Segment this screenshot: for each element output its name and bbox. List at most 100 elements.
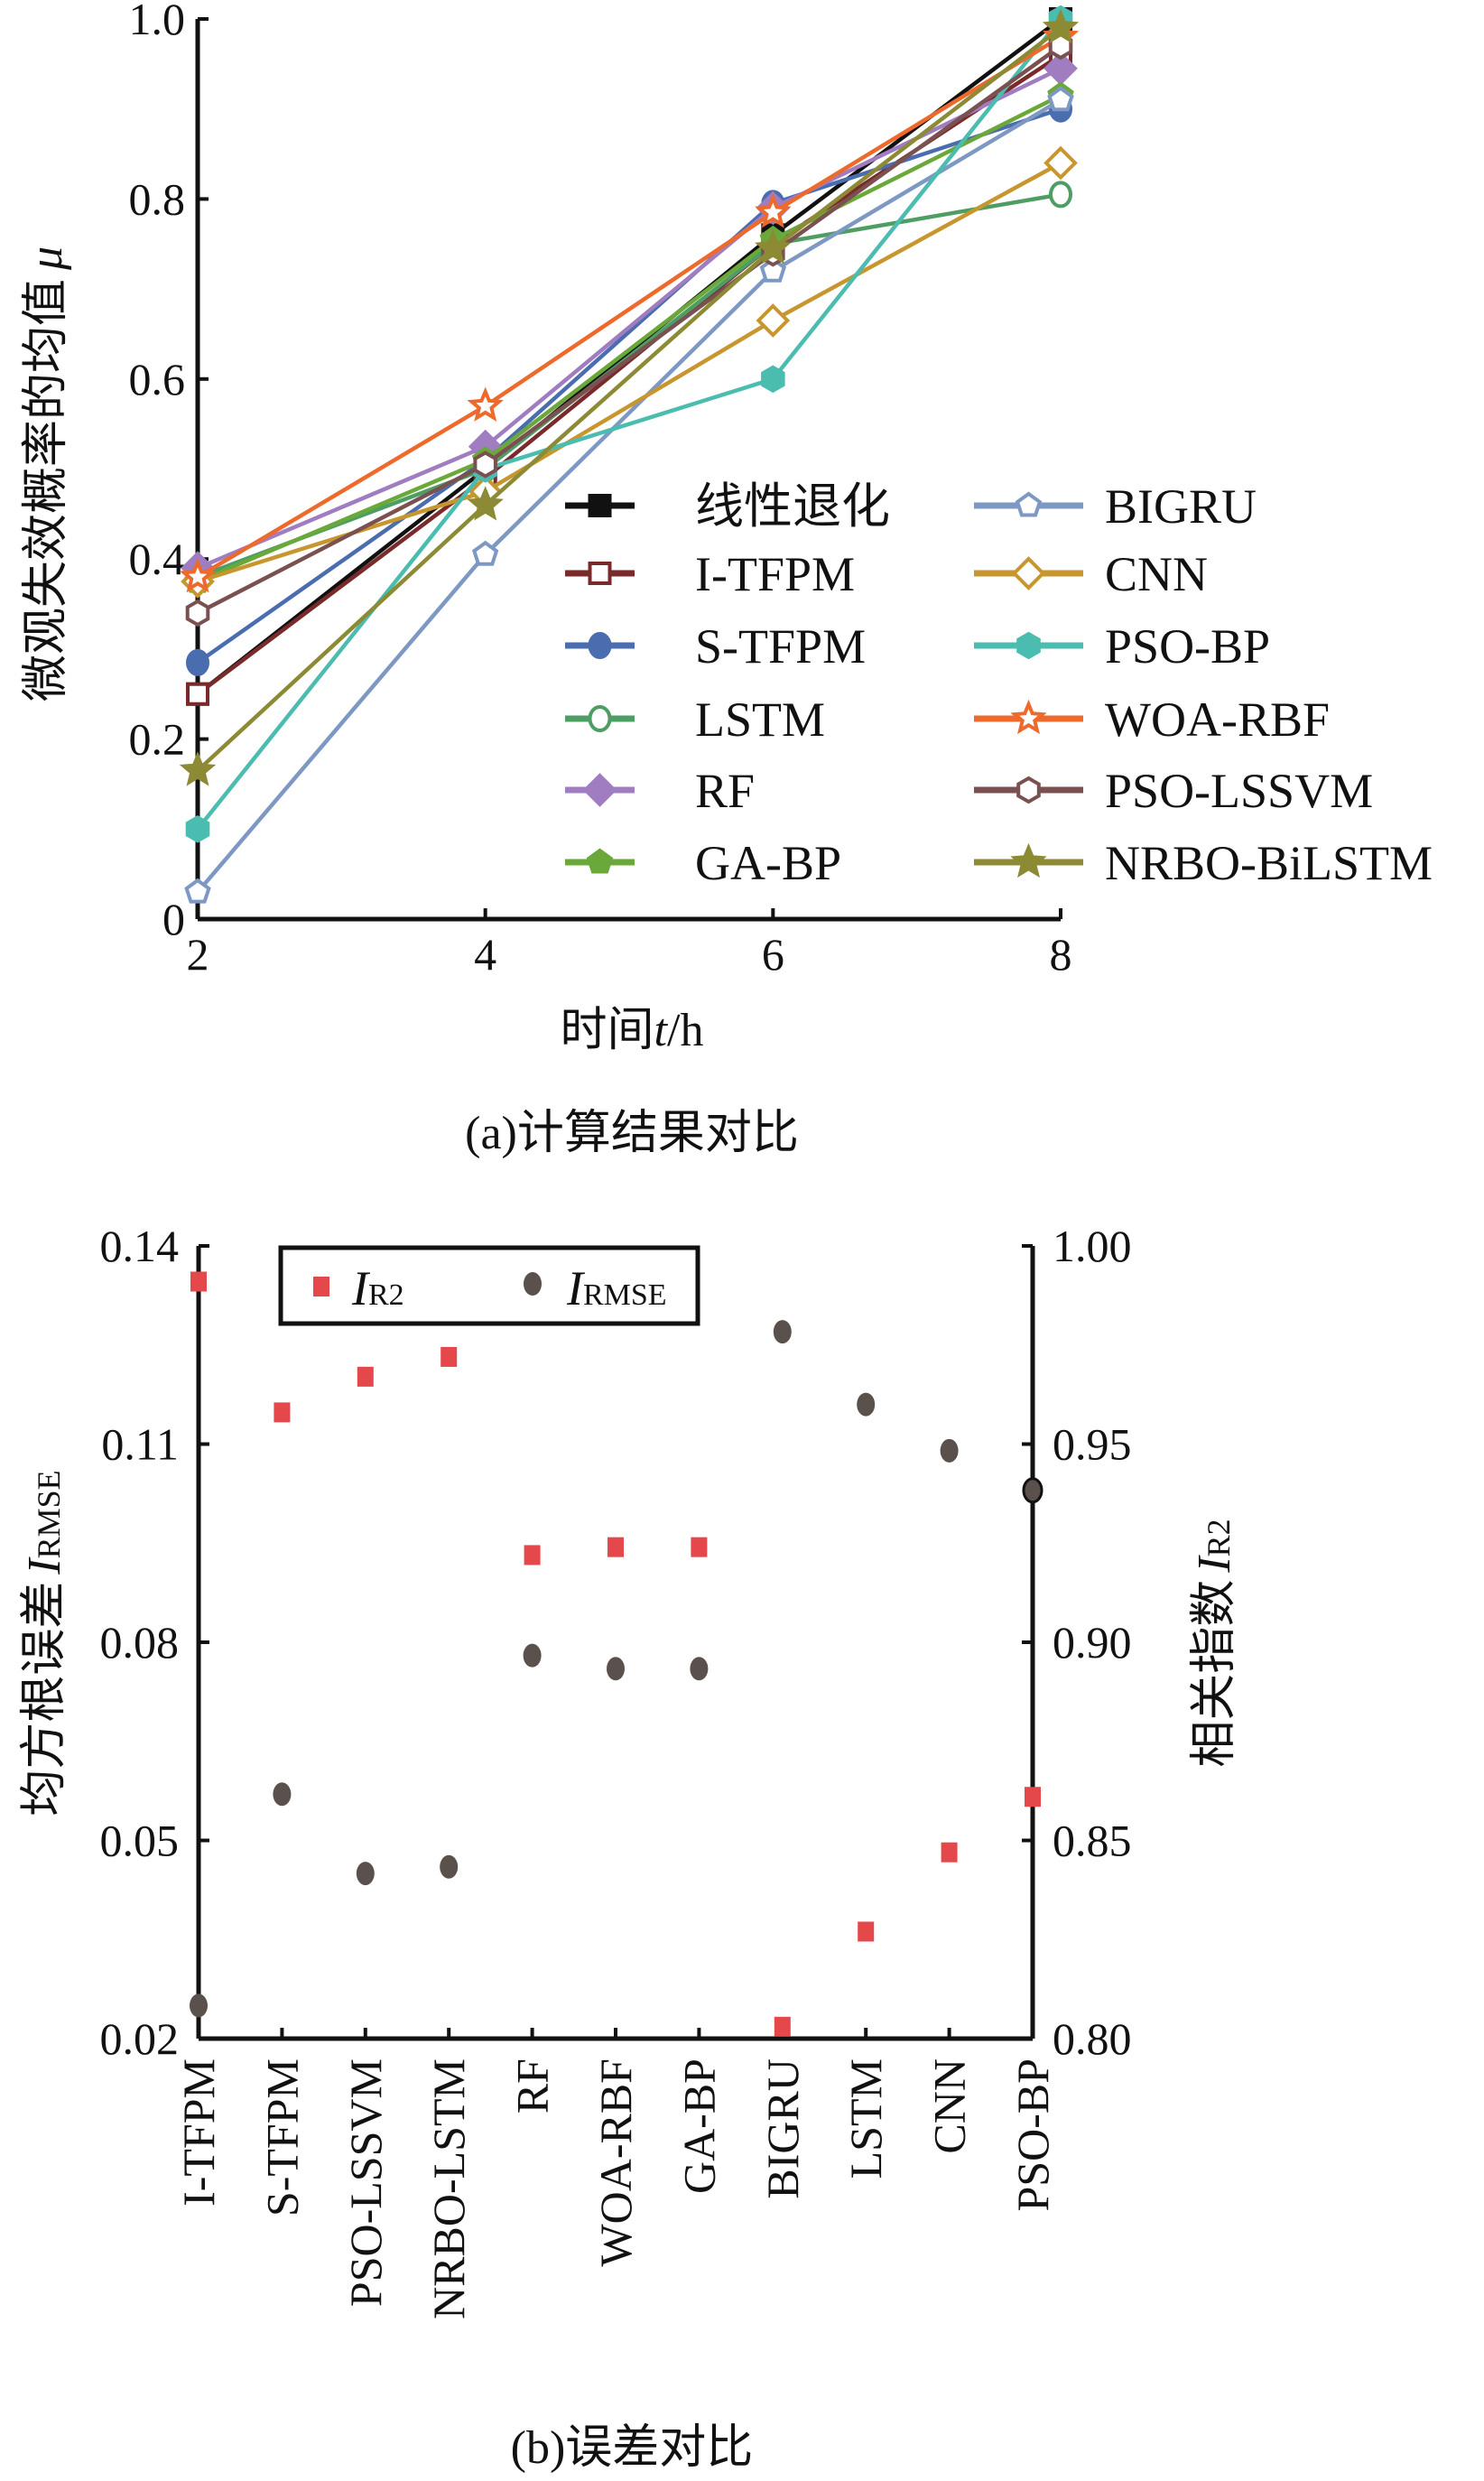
data-point-bigru	[184, 878, 211, 904]
series-i-rmse	[190, 1320, 1043, 2018]
data-point-bigru	[471, 540, 499, 566]
data-point-nrbo-bilstm	[467, 486, 504, 521]
chart-a-caption: (a)计算结果对比	[465, 1108, 799, 1159]
legend-marker-r2	[313, 1277, 329, 1296]
chart-b-legend: IR2 IRMSE	[278, 1245, 700, 1326]
series-line-ga-bp	[197, 93, 1062, 584]
legend-marker	[586, 848, 614, 874]
series-line-bigru	[196, 98, 1062, 894]
left-y-tick-label: 0.14	[100, 1221, 180, 1271]
legend-marker	[1015, 491, 1043, 517]
r2-point	[441, 1346, 458, 1367]
legend-marker	[1010, 842, 1047, 878]
legend-label: LSTM	[695, 692, 825, 747]
legend-label: PSO-LSSVM	[1105, 764, 1373, 818]
right-y-tick-label: 0.90	[1053, 1617, 1132, 1668]
legend-label: RF	[695, 764, 755, 818]
legend-box	[278, 1245, 700, 1326]
r2-point	[190, 1271, 207, 1292]
legend-marker	[588, 632, 612, 659]
x-category-label: WOA-RBF	[590, 2058, 641, 2267]
r2-point	[524, 1545, 541, 1566]
data-point-bigru	[759, 256, 787, 283]
x-category-label: S-TFPM	[256, 2058, 307, 2216]
y-tick-label: 0.8	[129, 173, 186, 224]
x-category-label: CNN	[924, 2058, 975, 2154]
series-i-r2	[190, 1271, 1041, 2037]
legend-marker	[588, 705, 612, 732]
y-tick-label: 1.0	[129, 0, 186, 44]
rmse-point	[523, 1643, 542, 1668]
chart-a-legend: 线性退化 I-TFPM S-TFPM LSTM RF GA-BP BIGRU CNN PSO-B…	[565, 479, 1433, 890]
rmse-point	[690, 1657, 709, 1681]
y-tick-label: 0.6	[129, 354, 186, 404]
data-point-pso-lssvm	[185, 599, 210, 627]
data-point-woa-rbf	[467, 386, 504, 422]
left-y-tick-label: 0.08	[100, 1617, 180, 1668]
legend-item-woa-rbf: WOA-RBF	[974, 692, 1330, 747]
legend-label: BIGRU	[1105, 479, 1257, 534]
r2-point	[274, 1402, 291, 1423]
rmse-point	[773, 1320, 792, 1344]
legend-label: I-TFPM	[695, 547, 855, 601]
legend-label: 线性退化	[695, 479, 890, 534]
legend-label: S-TFPM	[695, 619, 866, 674]
left-y-tick-label: 0.11	[101, 1419, 179, 1470]
legend-label: PSO-BP	[1105, 619, 1270, 674]
rmse-point	[440, 1854, 459, 1879]
x-category-label: PSO-LSSVM	[340, 2058, 391, 2307]
legend-label-rmse: IRMSE	[566, 1261, 667, 1315]
legend-label-r2: IR2	[351, 1261, 404, 1315]
series-line-pso-bp	[196, 17, 1062, 831]
chart-a-calculation-comparison: 0 0.2 0.4 0.6 0.8 1.0 2 4 6 8 线性退化 I-TFPM S-TFPM LST…	[21, 0, 1433, 1159]
legend-item-rf: RF	[565, 764, 755, 818]
legend-marker	[588, 562, 612, 585]
x-tick-label: 8	[1050, 929, 1072, 980]
data-point-nrbo-bilstm	[755, 228, 792, 265]
legend-marker	[1016, 776, 1041, 804]
x-category-label: GA-BP	[673, 2058, 724, 2194]
x-tick-label: 2	[187, 929, 209, 980]
legend-item-pso-bp: PSO-BP	[974, 619, 1270, 674]
series-line-lstm	[197, 192, 1062, 580]
legend-item-cnn: CNN	[974, 547, 1208, 601]
r2-point	[691, 1537, 708, 1557]
left-y-tick-label: 0.02	[100, 2013, 180, 2064]
rmse-point	[1022, 1477, 1043, 1504]
legend-label: CNN	[1105, 547, 1208, 601]
series-s-tfpm	[186, 95, 1072, 676]
legend-marker	[588, 494, 612, 517]
data-point-pso-bp	[761, 365, 785, 394]
right-y-tick-label: 0.85	[1053, 1816, 1132, 1866]
data-point-nrbo-bilstm	[179, 751, 217, 786]
data-point-pso-bp	[185, 814, 210, 843]
chart-a-series	[179, 5, 1080, 904]
rmse-point	[273, 1782, 292, 1807]
series-bigru	[184, 86, 1074, 904]
data-point-i-tfpm	[186, 682, 209, 706]
rmse-point	[356, 1862, 375, 1886]
legend-marker	[1010, 699, 1047, 735]
x-category-label: BIGRU	[757, 2058, 808, 2199]
right-y-tick-label: 1.00	[1053, 1221, 1132, 1271]
right-y-tick-label: 0.95	[1053, 1419, 1132, 1470]
x-category-label: LSTM	[840, 2058, 891, 2179]
legend-item-i-tfpm: I-TFPM	[565, 547, 855, 601]
chart-a-tick-labels: 0 0.2 0.4 0.6 0.8 1.0 2 4 6 8	[129, 0, 1072, 980]
chart-b-error-comparison: 0.02 0.05 0.08 0.11 0.14 0.80 0.85 0.90 0.95 1.00…	[19, 1221, 1240, 2474]
data-point-nrbo-bilstm	[1042, 8, 1080, 44]
y-tick-label: 0.4	[129, 534, 186, 584]
chart-b-tick-labels: 0.02 0.05 0.08 0.11 0.14 0.80 0.85 0.90 0.95 1.00…	[100, 1221, 1132, 2319]
legend-item-ga-bp: GA-BP	[565, 836, 841, 890]
data-point-woa-rbf	[179, 557, 217, 593]
rmse-point	[607, 1657, 625, 1681]
r2-point	[1025, 1787, 1041, 1807]
rmse-point	[940, 1438, 959, 1463]
rmse-point	[857, 1392, 876, 1417]
r2-point	[608, 1537, 624, 1557]
data-point-cnn	[756, 303, 791, 338]
legend-label: NRBO-BiLSTM	[1105, 836, 1433, 890]
legend-marker	[1011, 556, 1046, 590]
legend-item-pso-lssvm: PSO-LSSVM	[974, 764, 1373, 818]
